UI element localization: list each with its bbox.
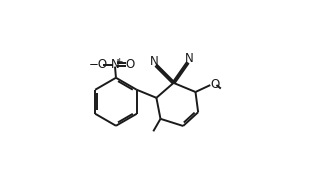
- Text: N: N: [150, 55, 159, 68]
- Text: N: N: [111, 58, 119, 71]
- Text: O: O: [126, 58, 135, 71]
- Text: +: +: [115, 57, 123, 66]
- Text: N: N: [185, 52, 194, 65]
- Text: −O: −O: [89, 58, 108, 71]
- Text: O: O: [210, 78, 219, 91]
